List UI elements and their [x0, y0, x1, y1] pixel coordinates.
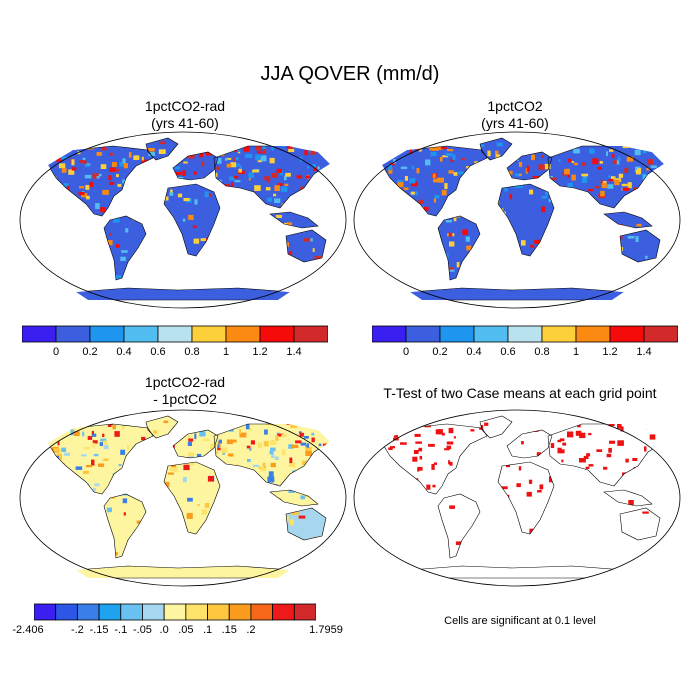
colorbar-tick-label: 1	[572, 346, 580, 358]
land-asia	[548, 424, 664, 486]
colorbar-tick-label: 0.2	[432, 346, 448, 358]
panel-1-colorbar	[22, 325, 328, 343]
land-north-america	[48, 424, 153, 494]
colorbar-tick-label: 0.6	[500, 346, 516, 358]
colorbar-tick-label: .15	[221, 624, 237, 636]
land-indonesia	[270, 212, 318, 228]
panel-4-map	[353, 409, 681, 587]
land-asia	[548, 146, 664, 208]
colorbar-tick-label: 0.6	[150, 346, 166, 358]
colorbar-swatch	[643, 325, 678, 343]
colorbar-swatch	[157, 325, 193, 343]
colorbar-swatch	[22, 325, 57, 343]
land-antarctica	[76, 566, 290, 578]
land-africa	[498, 184, 554, 256]
colorbar-swatch	[207, 603, 230, 621]
colorbar-tick-label: 0	[402, 346, 410, 358]
land-north-america	[382, 424, 487, 494]
colorbar-swatch	[439, 325, 475, 343]
colorbar-tick-label: .0	[159, 624, 169, 636]
colorbar-tick-label: -.2	[70, 624, 84, 636]
colorbar-swatch	[541, 325, 577, 343]
colorbar-tick-label: 1.4	[636, 346, 652, 358]
colorbar-tick-label: 0.4	[466, 346, 482, 358]
colorbar-swatch	[98, 603, 122, 621]
colorbar-swatch	[163, 603, 187, 621]
colorbar-tick-label: 1	[222, 346, 230, 358]
colorbar-swatch	[185, 603, 208, 621]
land-australia	[286, 230, 326, 262]
colorbar-tick-label: -.15	[89, 624, 109, 636]
colorbar-swatch	[609, 325, 645, 343]
colorbar-tick-label: -.05	[132, 624, 152, 636]
colorbar-tick-label: -.1	[114, 624, 128, 636]
colorbar-swatch	[272, 603, 295, 621]
panel-3-colorbar	[34, 603, 316, 621]
colorbar-swatch	[293, 603, 316, 621]
main-title: JJA QOVER (mm/d)	[260, 63, 440, 85]
panel-1-title: 1pctCO2-rad (yrs 41-60)	[144, 98, 226, 131]
panel-2-colorbar	[372, 325, 678, 343]
colorbar-swatch	[55, 603, 78, 621]
colorbar-tick-label: 0.4	[116, 346, 132, 358]
land-australia	[620, 508, 660, 540]
colorbar-swatch	[34, 603, 57, 621]
colorbar-swatch	[293, 325, 328, 343]
colorbar-swatch	[405, 325, 441, 343]
colorbar-swatch	[575, 325, 611, 343]
colorbar-tick-label: .2	[246, 624, 256, 636]
land-europe	[173, 152, 218, 180]
panel-2-map	[353, 131, 681, 309]
land-antarctica	[410, 288, 624, 300]
land-indonesia	[270, 490, 318, 506]
colorbar-tick-label: 1.4	[286, 346, 302, 358]
colorbar-swatch	[372, 325, 407, 343]
colorbar-swatch	[123, 325, 159, 343]
colorbar-tick-label: 0.8	[534, 346, 550, 358]
colorbar-swatch	[55, 325, 91, 343]
land-antarctica	[410, 566, 624, 578]
colorbar-swatch	[225, 325, 261, 343]
land-greenland	[480, 416, 512, 438]
colorbar-tick-label: 1.2	[602, 346, 618, 358]
colorbar-tick-label: 1.2	[252, 346, 268, 358]
land-africa	[498, 462, 554, 534]
panel-2-title: 1pctCO2 (yrs 41-60)	[481, 98, 549, 131]
land-antarctica	[76, 288, 290, 300]
panel-1-map	[19, 131, 347, 309]
colorbar-tick-label: 1.7959	[309, 624, 343, 636]
colorbar-swatch	[89, 325, 125, 343]
land-europe	[507, 430, 552, 458]
panel-3-map	[19, 409, 347, 587]
colorbar-swatch	[76, 603, 100, 621]
colorbar-swatch	[259, 325, 295, 343]
land-indonesia	[604, 490, 652, 506]
colorbar-tick-label: 0.2	[82, 346, 98, 358]
colorbar-tick-label: .05	[178, 624, 194, 636]
colorbar-tick-label: -2.406	[12, 624, 44, 636]
panel-4-title: T-Test of two Case means at each grid po…	[383, 385, 657, 401]
colorbar-swatch	[507, 325, 543, 343]
colorbar-tick-label: 0	[52, 346, 60, 358]
colorbar-swatch	[250, 603, 274, 621]
colorbar-tick-label: 0.8	[184, 346, 200, 358]
colorbar-swatch	[142, 603, 165, 621]
colorbar-tick-label: .1	[202, 624, 213, 636]
colorbar-swatch	[191, 325, 227, 343]
significance-note: Cells are significant at 0.1 level	[444, 615, 596, 627]
colorbar-swatch	[228, 603, 252, 621]
panel-3-title: 1pctCO2-rad - 1pctCO2	[144, 374, 226, 407]
colorbar-swatch	[473, 325, 509, 343]
colorbar-swatch	[120, 603, 143, 621]
